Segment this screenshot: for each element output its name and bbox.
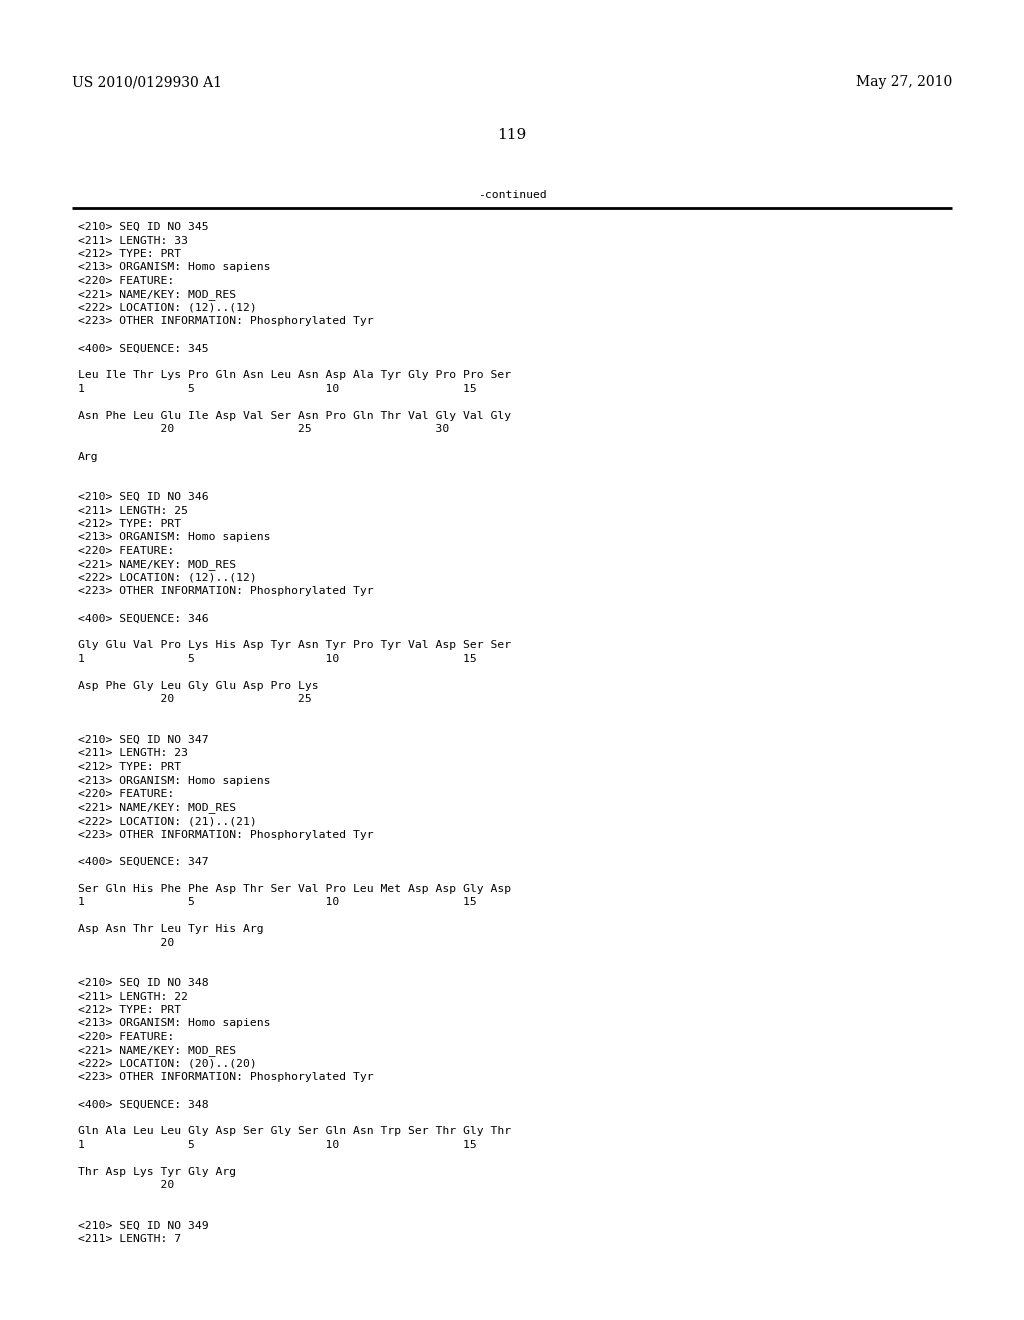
Text: 1               5                   10                  15: 1 5 10 15 <box>78 1140 477 1150</box>
Text: <223> OTHER INFORMATION: Phosphorylated Tyr: <223> OTHER INFORMATION: Phosphorylated … <box>78 317 374 326</box>
Text: <210> SEQ ID NO 345: <210> SEQ ID NO 345 <box>78 222 209 232</box>
Text: <221> NAME/KEY: MOD_RES: <221> NAME/KEY: MOD_RES <box>78 560 237 570</box>
Text: <223> OTHER INFORMATION: Phosphorylated Tyr: <223> OTHER INFORMATION: Phosphorylated … <box>78 829 374 840</box>
Text: May 27, 2010: May 27, 2010 <box>856 75 952 88</box>
Text: <211> LENGTH: 25: <211> LENGTH: 25 <box>78 506 188 516</box>
Text: <223> OTHER INFORMATION: Phosphorylated Tyr: <223> OTHER INFORMATION: Phosphorylated … <box>78 586 374 597</box>
Text: <221> NAME/KEY: MOD_RES: <221> NAME/KEY: MOD_RES <box>78 289 237 301</box>
Text: 1               5                   10                  15: 1 5 10 15 <box>78 384 477 393</box>
Text: 20                  25: 20 25 <box>78 694 311 705</box>
Text: Leu Ile Thr Lys Pro Gln Asn Leu Asn Asp Ala Tyr Gly Pro Pro Ser: Leu Ile Thr Lys Pro Gln Asn Leu Asn Asp … <box>78 371 511 380</box>
Text: 20: 20 <box>78 1180 174 1191</box>
Text: <220> FEATURE:: <220> FEATURE: <box>78 1032 174 1041</box>
Text: <213> ORGANISM: Homo sapiens: <213> ORGANISM: Homo sapiens <box>78 532 270 543</box>
Text: 1               5                   10                  15: 1 5 10 15 <box>78 653 477 664</box>
Text: <220> FEATURE:: <220> FEATURE: <box>78 789 174 799</box>
Text: -continued: -continued <box>477 190 547 201</box>
Text: <212> TYPE: PRT: <212> TYPE: PRT <box>78 762 181 772</box>
Text: <213> ORGANISM: Homo sapiens: <213> ORGANISM: Homo sapiens <box>78 776 270 785</box>
Text: <211> LENGTH: 33: <211> LENGTH: 33 <box>78 235 188 246</box>
Text: <210> SEQ ID NO 347: <210> SEQ ID NO 347 <box>78 735 209 744</box>
Text: US 2010/0129930 A1: US 2010/0129930 A1 <box>72 75 222 88</box>
Text: Gly Glu Val Pro Lys His Asp Tyr Asn Tyr Pro Tyr Val Asp Ser Ser: Gly Glu Val Pro Lys His Asp Tyr Asn Tyr … <box>78 640 511 651</box>
Text: <222> LOCATION: (12)..(12): <222> LOCATION: (12)..(12) <box>78 304 257 313</box>
Text: <211> LENGTH: 22: <211> LENGTH: 22 <box>78 991 188 1002</box>
Text: <212> TYPE: PRT: <212> TYPE: PRT <box>78 249 181 259</box>
Text: <221> NAME/KEY: MOD_RES: <221> NAME/KEY: MOD_RES <box>78 803 237 813</box>
Text: Asp Asn Thr Leu Tyr His Arg: Asp Asn Thr Leu Tyr His Arg <box>78 924 263 935</box>
Text: <400> SEQUENCE: 348: <400> SEQUENCE: 348 <box>78 1100 209 1110</box>
Text: <220> FEATURE:: <220> FEATURE: <box>78 546 174 556</box>
Text: <211> LENGTH: 7: <211> LENGTH: 7 <box>78 1234 181 1245</box>
Text: <213> ORGANISM: Homo sapiens: <213> ORGANISM: Homo sapiens <box>78 263 270 272</box>
Text: 20: 20 <box>78 937 174 948</box>
Text: Arg: Arg <box>78 451 98 462</box>
Text: <400> SEQUENCE: 345: <400> SEQUENCE: 345 <box>78 343 209 354</box>
Text: Thr Asp Lys Tyr Gly Arg: Thr Asp Lys Tyr Gly Arg <box>78 1167 237 1177</box>
Text: Ser Gln His Phe Phe Asp Thr Ser Val Pro Leu Met Asp Asp Gly Asp: Ser Gln His Phe Phe Asp Thr Ser Val Pro … <box>78 883 511 894</box>
Text: 1               5                   10                  15: 1 5 10 15 <box>78 898 477 907</box>
Text: <400> SEQUENCE: 346: <400> SEQUENCE: 346 <box>78 614 209 623</box>
Text: <212> TYPE: PRT: <212> TYPE: PRT <box>78 519 181 529</box>
Text: Gln Ala Leu Leu Gly Asp Ser Gly Ser Gln Asn Trp Ser Thr Gly Thr: Gln Ala Leu Leu Gly Asp Ser Gly Ser Gln … <box>78 1126 511 1137</box>
Text: 20                  25                  30: 20 25 30 <box>78 425 450 434</box>
Text: Asn Phe Leu Glu Ile Asp Val Ser Asn Pro Gln Thr Val Gly Val Gly: Asn Phe Leu Glu Ile Asp Val Ser Asn Pro … <box>78 411 511 421</box>
Text: <213> ORGANISM: Homo sapiens: <213> ORGANISM: Homo sapiens <box>78 1019 270 1028</box>
Text: <210> SEQ ID NO 346: <210> SEQ ID NO 346 <box>78 492 209 502</box>
Text: <220> FEATURE:: <220> FEATURE: <box>78 276 174 286</box>
Text: <212> TYPE: PRT: <212> TYPE: PRT <box>78 1005 181 1015</box>
Text: <210> SEQ ID NO 349: <210> SEQ ID NO 349 <box>78 1221 209 1232</box>
Text: <222> LOCATION: (21)..(21): <222> LOCATION: (21)..(21) <box>78 816 257 826</box>
Text: <223> OTHER INFORMATION: Phosphorylated Tyr: <223> OTHER INFORMATION: Phosphorylated … <box>78 1072 374 1082</box>
Text: Asp Phe Gly Leu Gly Glu Asp Pro Lys: Asp Phe Gly Leu Gly Glu Asp Pro Lys <box>78 681 318 690</box>
Text: <211> LENGTH: 23: <211> LENGTH: 23 <box>78 748 188 759</box>
Text: <400> SEQUENCE: 347: <400> SEQUENCE: 347 <box>78 857 209 866</box>
Text: <222> LOCATION: (12)..(12): <222> LOCATION: (12)..(12) <box>78 573 257 583</box>
Text: 119: 119 <box>498 128 526 143</box>
Text: <210> SEQ ID NO 348: <210> SEQ ID NO 348 <box>78 978 209 987</box>
Text: <221> NAME/KEY: MOD_RES: <221> NAME/KEY: MOD_RES <box>78 1045 237 1056</box>
Text: <222> LOCATION: (20)..(20): <222> LOCATION: (20)..(20) <box>78 1059 257 1069</box>
